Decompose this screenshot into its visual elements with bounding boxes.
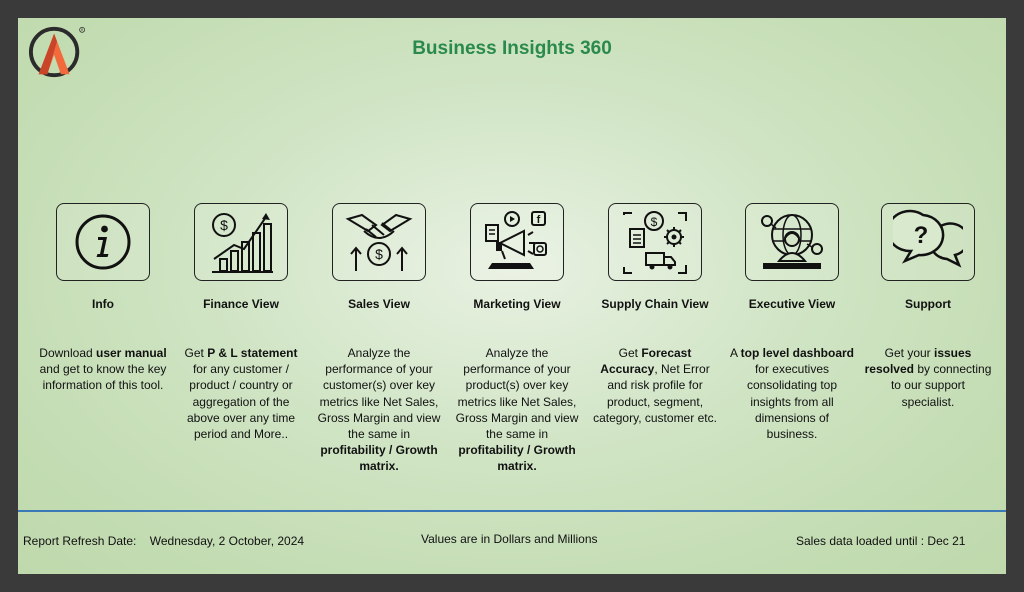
tile-support[interactable]: ? Support Get your issues resolved by co… (859, 203, 997, 410)
description-text: , Net Error and risk profile for product… (593, 362, 717, 425)
handshake-icon: $ (345, 213, 413, 271)
tile-executive-view[interactable]: Executive View A top level dashboard for… (723, 203, 861, 442)
tile-description: Analyze the performance of your customer… (315, 345, 443, 475)
description-highlight: profitability / Growth matrix. (458, 443, 576, 474)
description-text: A (729, 346, 741, 360)
company-logo-icon: R (28, 26, 86, 78)
tile-label: Support (905, 297, 951, 311)
description-text: Get (618, 346, 642, 360)
marketing-view-button[interactable]: f (470, 203, 564, 281)
svg-text:$: $ (220, 217, 228, 233)
tile-supply-chain-view[interactable]: $ Supply Chain View Get Forecast Accurac… (586, 203, 724, 426)
tile-description: Analyze the performance of your product(… (453, 345, 581, 475)
finance-view-button[interactable]: $ (194, 203, 288, 281)
description-text: and get to know the key information of t… (39, 362, 167, 393)
description-highlight: profitability / Growth matrix. (320, 443, 438, 474)
footer-divider (18, 510, 1006, 512)
page-title: Business Insights 360 (412, 38, 612, 59)
executive-icon (761, 214, 823, 269)
home-canvas: R Business Insights 360 Info Download us… (18, 18, 1006, 574)
support-button[interactable]: ? (881, 203, 975, 281)
description-text: Download (39, 346, 96, 360)
tile-description: A top level dashboard for executives con… (728, 345, 856, 442)
description-highlight: user manual (96, 346, 167, 360)
description-text: for any customer / product / country or … (186, 362, 296, 442)
info-button[interactable] (56, 203, 150, 281)
svg-text:$: $ (375, 246, 383, 262)
description-text: Get (184, 346, 208, 360)
description-highlight: top level dashboard (740, 346, 855, 360)
report-refresh: Report Refresh Date: Wednesday, 2 Octobe… (23, 534, 304, 548)
refresh-date: Wednesday, 2 October, 2024 (149, 534, 305, 548)
tile-description: Get Forecast Accuracy, Net Error and ris… (591, 345, 719, 426)
tile-label: Finance View (203, 297, 279, 311)
description-highlight: issues resolved (864, 346, 972, 377)
executive-view-button[interactable] (745, 203, 839, 281)
tile-info[interactable]: Info Download user manual and get to kno… (34, 203, 172, 394)
svg-text:R: R (81, 28, 84, 32)
tile-label: Sales View (348, 297, 410, 311)
tile-label: Marketing View (473, 297, 561, 311)
tile-marketing-view[interactable]: f Marketing View Analyze the performance… (448, 203, 586, 475)
units-note: Values are in Dollars and Millions (421, 532, 598, 546)
tile-label: Info (92, 297, 114, 311)
description-highlight: Forecast Accuracy (600, 346, 692, 377)
megaphone-icon: f (485, 211, 547, 269)
finance-chart-icon: $ (212, 213, 273, 273)
description-text: Get your (884, 346, 934, 360)
tile-description: Get your issues resolved by connecting t… (864, 345, 992, 410)
svg-text:?: ? (914, 222, 929, 249)
tile-finance-view[interactable]: $ Finance View Get P & L statement for a… (172, 203, 310, 442)
support-chat-icon: ? (893, 209, 963, 268)
refresh-label: Report Refresh Date: (23, 534, 137, 548)
tile-label: Supply Chain View (601, 297, 709, 311)
svg-text:f: f (537, 214, 541, 226)
supply-chain-icon: $ (623, 211, 687, 274)
svg-text:$: $ (651, 215, 658, 229)
tile-label: Executive View (748, 297, 836, 311)
description-text: for executives consolidating top insight… (746, 362, 838, 442)
info-icon (75, 214, 131, 270)
description-text: Analyze the performance of your customer… (317, 346, 441, 442)
description-highlight: P & L statement (207, 346, 298, 360)
sales-view-button[interactable]: $ (332, 203, 426, 281)
description-text: Analyze the performance of your product(… (455, 346, 579, 442)
tile-description: Download user manual and get to know the… (39, 345, 167, 394)
sales-loaded-note: Sales data loaded until : Dec 21 (796, 534, 966, 548)
tile-sales-view[interactable]: $ Sales View Analyze the performance of … (310, 203, 448, 475)
tile-description: Get P & L statement for any customer / p… (177, 345, 305, 442)
description-text: by connecting to our support specialist. (890, 362, 992, 409)
supply-chain-view-button[interactable]: $ (608, 203, 702, 281)
